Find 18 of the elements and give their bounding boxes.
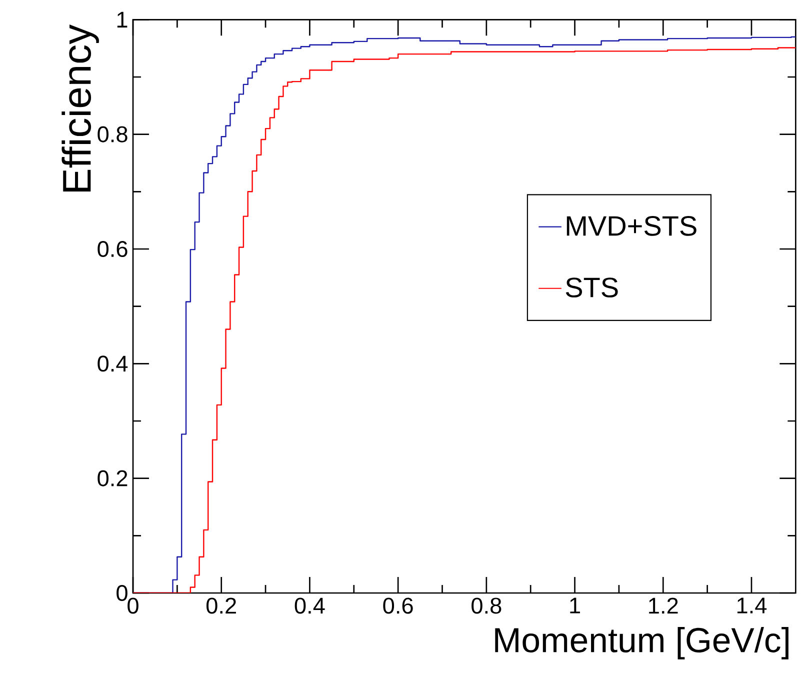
x-tick-label: 0.8 [472,598,502,614]
y-axis-title: Efficiency [62,24,99,192]
x-tick-label: 1.2 [649,598,678,614]
y-tick-label: 0.2 [98,470,128,486]
y-tick-label: 0.6 [98,240,128,258]
x-axis-title: Momentum [GeV/c] [495,627,788,660]
legend-label: STS [566,278,618,298]
legend-label: MVD+STS [566,216,696,236]
x-tick-label: 1.4 [737,598,767,614]
y-tick-label: 0.8 [98,126,128,142]
y-tick-label: 1 [117,12,128,28]
x-tick-label: 1 [570,598,580,614]
x-tick-label: 0.4 [294,598,325,614]
y-tick-label: 0 [116,584,128,602]
x-tick-label: 0 [128,598,138,614]
x-tick-label: 0.2 [206,598,236,614]
x-tick-label: 0.6 [383,598,413,614]
y-tick-label: 0.4 [98,356,128,372]
